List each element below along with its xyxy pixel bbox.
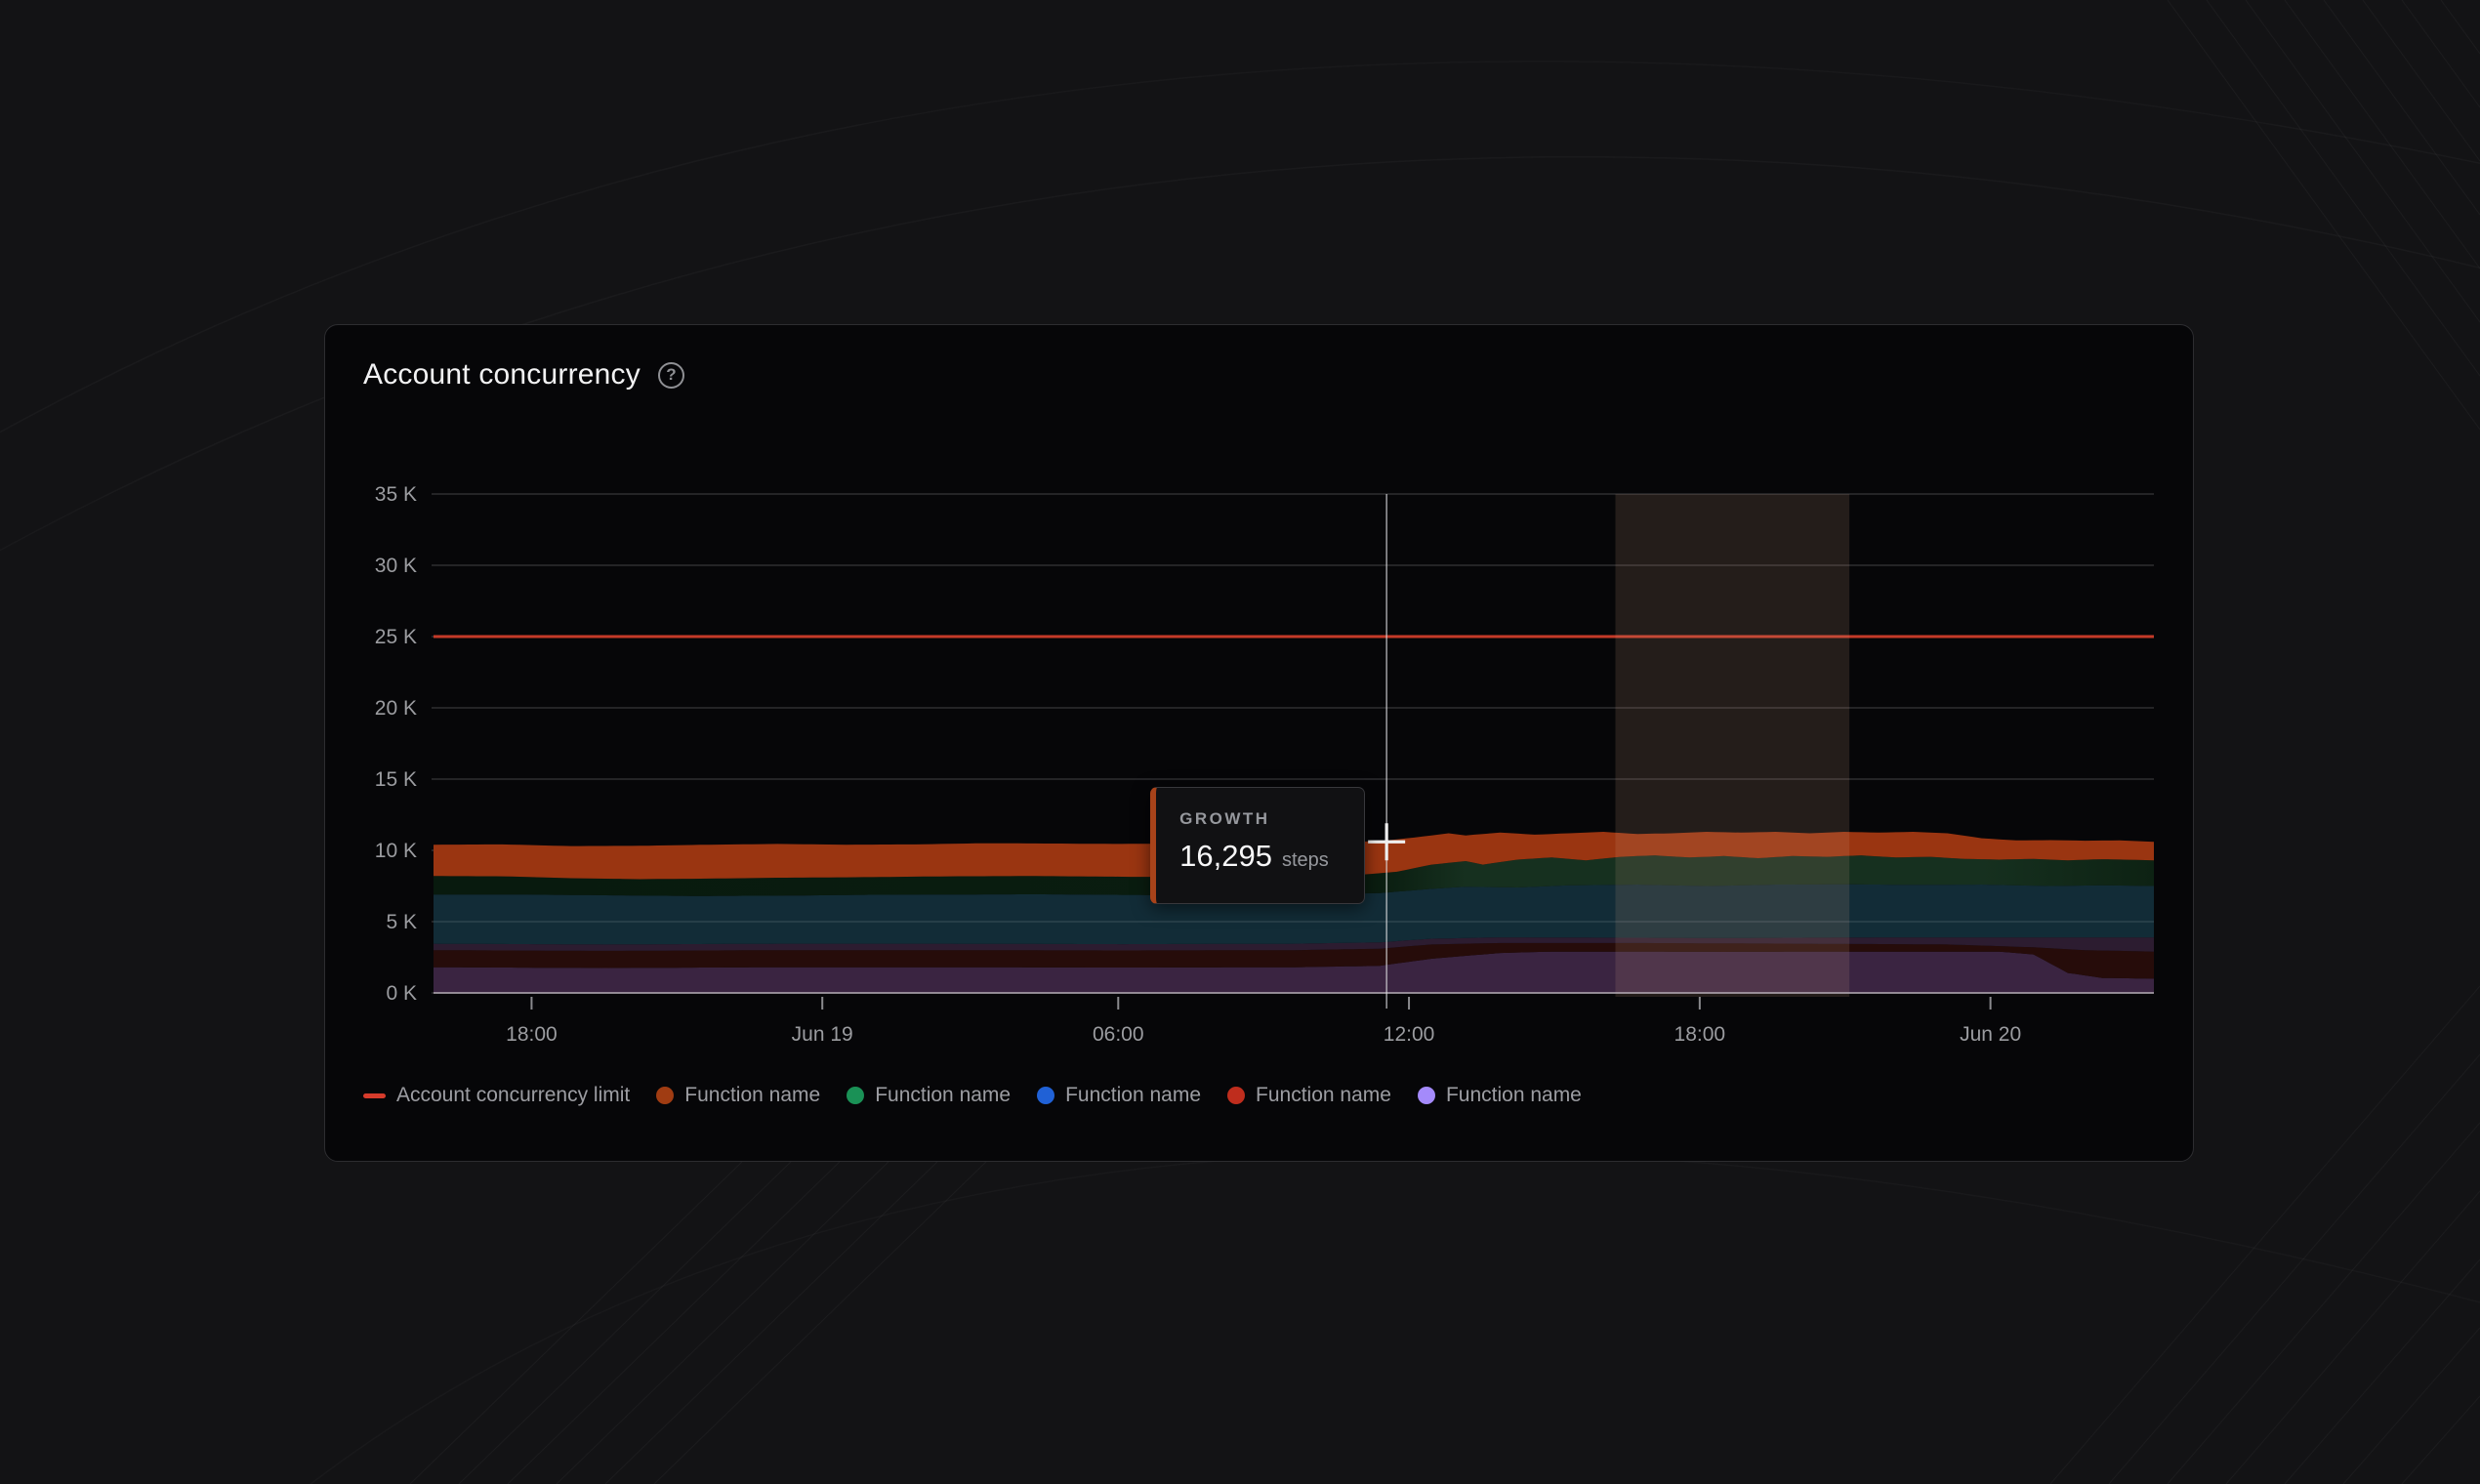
plus-cursor-icon	[1368, 823, 1406, 861]
legend-dash-icon	[363, 1092, 386, 1098]
legend-dot-icon	[1227, 1087, 1246, 1104]
legend-item[interactable]: Function name	[1037, 1084, 1201, 1107]
legend-dot-icon	[656, 1087, 675, 1104]
legend-dot-icon	[847, 1087, 865, 1104]
legend-label: Function name	[1256, 1084, 1391, 1106]
card-title: Account concurrency	[363, 358, 641, 391]
y-axis-label: 0 K	[386, 982, 417, 1005]
legend-dot-icon	[1037, 1087, 1055, 1104]
y-axis-label: 35 K	[375, 483, 417, 506]
legend-dot-icon	[1417, 1087, 1435, 1104]
x-axis-label: Jun 20	[1960, 1023, 2021, 1046]
legend-item[interactable]: Account concurrency limit	[363, 1084, 630, 1107]
concurrency-chart[interactable]: 0 K 5 K 10 K 15 K 20 K 25 K 30 K 35 K 18:00 Jun 1…	[325, 325, 2193, 1161]
tooltip-unit: steps	[1281, 849, 1329, 871]
y-axis-label: 30 K	[375, 555, 417, 577]
area-band-function-red	[434, 942, 2154, 979]
legend-item[interactable]: Function name	[1417, 1084, 1582, 1107]
question-circle-icon[interactable]: ?	[657, 361, 684, 389]
legend-label: Function name	[1065, 1084, 1202, 1106]
tooltip-value-row: 16,295 steps	[1179, 839, 1364, 874]
area-band-function-green	[434, 855, 2154, 896]
account-concurrency-card: Account concurrency ? 0 K 5 K 10 K 15 K 20 K…	[324, 324, 2194, 1162]
x-axis-label: Jun 19	[792, 1023, 853, 1046]
legend-item[interactable]: Function name	[656, 1084, 820, 1107]
tooltip-value: 16,295	[1179, 839, 1272, 873]
area-band-function-purple	[434, 951, 2154, 993]
legend-item[interactable]: Function name	[1227, 1084, 1391, 1107]
legend-item[interactable]: Function name	[847, 1084, 1011, 1107]
x-axis-label: 06:00	[1093, 1023, 1144, 1046]
x-axis-label: 18:00	[1674, 1023, 1726, 1046]
area-band-function-red-purple-overlap	[434, 937, 2154, 952]
legend-label: Function name	[875, 1084, 1012, 1106]
legend-label: Function name	[684, 1084, 821, 1106]
y-axis-label: 10 K	[375, 840, 417, 862]
chart-tooltip: GROWTH 16,295 steps	[1150, 787, 1366, 904]
y-axis-label: 20 K	[375, 697, 417, 720]
card-header: Account concurrency ?	[363, 358, 684, 392]
x-axis-label: 18:00	[506, 1023, 558, 1046]
y-axis-label: 25 K	[375, 626, 417, 648]
tooltip-label: GROWTH	[1179, 809, 1270, 828]
area-band-function-blue	[434, 884, 2154, 945]
chart-legend: Account concurrency limit Function name Fu…	[363, 1084, 1582, 1107]
x-axis-label: 12:00	[1384, 1023, 1435, 1046]
y-axis-label: 5 K	[386, 911, 417, 933]
y-axis-label: 15 K	[375, 768, 417, 791]
legend-label: Function name	[1445, 1084, 1582, 1106]
highlighted-time-range[interactable]	[1615, 494, 1850, 997]
legend-label: Account concurrency limit	[396, 1084, 631, 1106]
